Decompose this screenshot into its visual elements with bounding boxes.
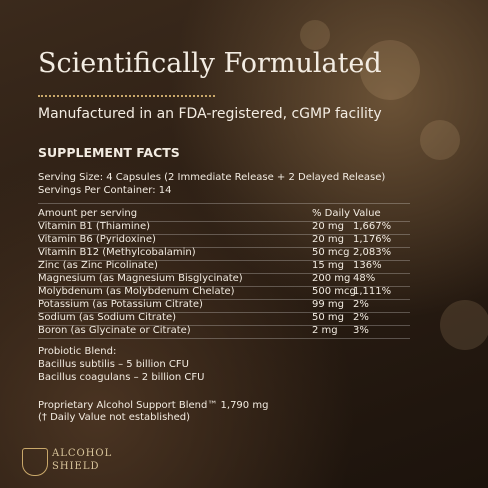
amount: 50 mg [312, 312, 344, 323]
logo-text: SHIELD [52, 461, 100, 472]
daily-value: 1,176% [353, 234, 392, 245]
table-row: Zinc (as Zinc Picolinate) 15 mg 136% [38, 260, 410, 274]
nutrient: Potassium (as Potassium Citrate) [38, 299, 203, 310]
title: Scientifically Formulated [38, 48, 382, 79]
amount: 15 mg [312, 260, 344, 271]
nutrient: Zinc (as Zinc Picolinate) [38, 260, 158, 271]
daily-value: 2% [353, 312, 369, 323]
table-row: Vitamin B6 (Pyridoxine) 20 mg 1,176% [38, 234, 410, 248]
daily-value: 1,111% [353, 286, 392, 297]
nutrient: Boron (as Glycinate or Citrate) [38, 325, 191, 336]
nutrient: Magnesium (as Magnesium Bisglycinate) [38, 273, 243, 284]
serving-size: Serving Size: 4 Capsules (2 Immediate Re… [38, 172, 386, 183]
table-header: Amount per serving % Daily Value [38, 208, 410, 222]
amount: 500 mcg [312, 286, 356, 297]
probiotic-item: Bacillus coagulans – 2 billion CFU [38, 372, 205, 383]
divider [38, 95, 215, 97]
probiotic-heading: Probiotic Blend: [38, 346, 117, 357]
amount: 20 mg [312, 221, 344, 232]
table-row: Magnesium (as Magnesium Bisglycinate) 200… [38, 273, 410, 287]
daily-value: 1,667% [353, 221, 392, 232]
amount: 99 mg [312, 299, 344, 310]
amount: 50 mcg [312, 247, 350, 258]
table-row: Vitamin B1 (Thiamine) 20 mg 1,667% [38, 221, 410, 235]
subtitle: Manufactured in an FDA-registered, cGMP … [38, 106, 382, 122]
probiotic-item: Bacillus subtilis – 5 billion CFU [38, 359, 189, 370]
table-row: Molybdenum (as Molybdenum Chelate) 500 mc… [38, 286, 410, 300]
table-row: Boron (as Glycinate or Citrate) 2 mg 3% [38, 325, 410, 339]
daily-value: 48% [353, 273, 376, 284]
table-row: Vitamin B12 (Methylcobalamin) 50 mcg 2,083… [38, 247, 410, 261]
table-row: Potassium (as Potassium Citrate) 99 mg 2% [38, 299, 410, 313]
column-header: Amount per serving [38, 208, 138, 219]
separator [38, 191, 410, 204]
table-row: Sodium (as Sodium Citrate) 50 mg 2% [38, 312, 410, 326]
nutrient: Vitamin B12 (Methylcobalamin) [38, 247, 196, 258]
nutrient: Vitamin B6 (Pyridoxine) [38, 234, 156, 245]
amount: 2 mg [312, 325, 338, 336]
logo-text: ALCOHOL [52, 448, 113, 459]
facts-heading: SUPPLEMENT FACTS [38, 145, 180, 160]
daily-value: 2,083% [353, 247, 392, 258]
logo-icon [22, 448, 48, 476]
nutrient: Molybdenum (as Molybdenum Chelate) [38, 286, 235, 297]
nutrient: Vitamin B1 (Thiamine) [38, 221, 151, 232]
column-header: % Daily Value [312, 208, 381, 219]
servings-per-container: Servings Per Container: 14 [38, 185, 172, 196]
daily-value: 136% [353, 260, 382, 271]
nutrient: Sodium (as Sodium Citrate) [38, 312, 177, 323]
amount: 200 mg [312, 273, 351, 284]
daily-value: 3% [353, 325, 369, 336]
daily-value: 2% [353, 299, 369, 310]
proprietary-blend: Proprietary Alcohol Support Blend™ 1,790… [38, 400, 269, 411]
proprietary-note: († Daily Value not established) [38, 412, 191, 423]
amount: 20 mg [312, 234, 344, 245]
